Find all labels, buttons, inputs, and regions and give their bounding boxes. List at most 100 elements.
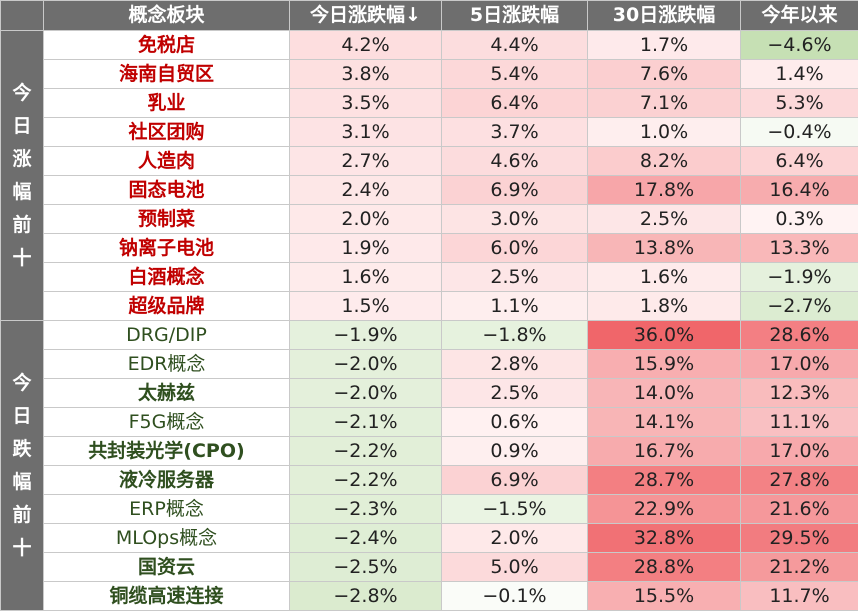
concept-name-cell[interactable]: 乳业 bbox=[44, 89, 290, 118]
concept-name-cell[interactable]: F5G概念 bbox=[44, 408, 290, 437]
ytd-change-cell: 28.6% bbox=[741, 321, 858, 350]
today-change-cell: −2.2% bbox=[290, 466, 442, 495]
30d-change-cell: 1.0% bbox=[588, 118, 741, 147]
concept-name-cell[interactable]: 共封装光学(CPO) bbox=[44, 437, 290, 466]
concept-name-cell[interactable]: 液冷服务器 bbox=[44, 466, 290, 495]
concept-name-cell[interactable]: 预制菜 bbox=[44, 205, 290, 234]
table-row[interactable]: 共封装光学(CPO)−2.2%0.9%16.7%17.0% bbox=[1, 437, 858, 466]
concept-name-cell[interactable]: DRG/DIP bbox=[44, 321, 290, 350]
5d-change-cell: 5.4% bbox=[442, 60, 588, 89]
30d-change-cell: 28.8% bbox=[588, 553, 741, 582]
30d-change-cell: 17.8% bbox=[588, 176, 741, 205]
ytd-change-cell: 6.4% bbox=[741, 147, 858, 176]
30d-change-cell: 28.7% bbox=[588, 466, 741, 495]
30d-change-cell: 16.7% bbox=[588, 437, 741, 466]
table-row[interactable]: ERP概念−2.3%−1.5%22.9%21.6% bbox=[1, 495, 858, 524]
today-change-cell: 1.6% bbox=[290, 263, 442, 292]
concept-name-cell[interactable]: 固态电池 bbox=[44, 176, 290, 205]
today-change-cell: 2.0% bbox=[290, 205, 442, 234]
header-row: 概念板块 今日涨跌幅↓ 5日涨跌幅 30日涨跌幅 今年以来 bbox=[1, 1, 858, 31]
concept-name-cell[interactable]: MLOps概念 bbox=[44, 524, 290, 553]
ytd-change-cell: 5.3% bbox=[741, 89, 858, 118]
5d-change-cell: 1.1% bbox=[442, 292, 588, 321]
concept-name-cell[interactable]: EDR概念 bbox=[44, 350, 290, 379]
today-change-cell: −2.1% bbox=[290, 408, 442, 437]
header-5d-change[interactable]: 5日涨跌幅 bbox=[442, 1, 588, 31]
concept-name-cell[interactable]: ERP概念 bbox=[44, 495, 290, 524]
ytd-change-cell: 27.8% bbox=[741, 466, 858, 495]
concept-name-cell[interactable]: 人造肉 bbox=[44, 147, 290, 176]
table-row[interactable]: 太赫兹−2.0%2.5%14.0%12.3% bbox=[1, 379, 858, 408]
5d-change-cell: −0.1% bbox=[442, 582, 588, 611]
table-row[interactable]: 国资云−2.5%5.0%28.8%21.2% bbox=[1, 553, 858, 582]
ytd-change-cell: 21.2% bbox=[741, 553, 858, 582]
today-change-cell: 1.5% bbox=[290, 292, 442, 321]
header-ytd-change[interactable]: 今年以来 bbox=[741, 1, 858, 31]
5d-change-cell: 6.9% bbox=[442, 466, 588, 495]
group-top-losers-label: 今日跌幅前十 bbox=[10, 367, 34, 565]
ytd-change-cell: 11.1% bbox=[741, 408, 858, 437]
header-concept[interactable]: 概念板块 bbox=[44, 1, 290, 31]
today-change-cell: 2.7% bbox=[290, 147, 442, 176]
5d-change-cell: 4.4% bbox=[442, 31, 588, 60]
today-change-cell: −2.3% bbox=[290, 495, 442, 524]
table-row[interactable]: 液冷服务器−2.2%6.9%28.7%27.8% bbox=[1, 466, 858, 495]
today-change-cell: 1.9% bbox=[290, 234, 442, 263]
ytd-change-cell: 13.3% bbox=[741, 234, 858, 263]
5d-change-cell: 6.4% bbox=[442, 89, 588, 118]
concept-name-cell[interactable]: 铜缆高速连接 bbox=[44, 582, 290, 611]
ytd-change-cell: −2.7% bbox=[741, 292, 858, 321]
today-change-cell: −2.2% bbox=[290, 437, 442, 466]
today-change-cell: 3.5% bbox=[290, 89, 442, 118]
5d-change-cell: 0.9% bbox=[442, 437, 588, 466]
concept-name-cell[interactable]: 白酒概念 bbox=[44, 263, 290, 292]
table-row[interactable]: EDR概念−2.0%2.8%15.9%17.0% bbox=[1, 350, 858, 379]
30d-change-cell: 36.0% bbox=[588, 321, 741, 350]
header-30d-change[interactable]: 30日涨跌幅 bbox=[588, 1, 741, 31]
5d-change-cell: 6.0% bbox=[442, 234, 588, 263]
5d-change-cell: 2.0% bbox=[442, 524, 588, 553]
5d-change-cell: 0.6% bbox=[442, 408, 588, 437]
concept-name-cell[interactable]: 社区团购 bbox=[44, 118, 290, 147]
concept-name-cell[interactable]: 太赫兹 bbox=[44, 379, 290, 408]
30d-change-cell: 13.8% bbox=[588, 234, 741, 263]
ytd-change-cell: 17.0% bbox=[741, 437, 858, 466]
5d-change-cell: −1.5% bbox=[442, 495, 588, 524]
table-row[interactable]: MLOps概念−2.4%2.0%32.8%29.5% bbox=[1, 524, 858, 553]
30d-change-cell: 15.9% bbox=[588, 350, 741, 379]
30d-change-cell: 2.5% bbox=[588, 205, 741, 234]
today-change-cell: −2.0% bbox=[290, 350, 442, 379]
concept-name-cell[interactable]: 超级品牌 bbox=[44, 292, 290, 321]
group-top-gainers: 今日涨幅前十 bbox=[1, 31, 44, 321]
today-change-cell: −2.0% bbox=[290, 379, 442, 408]
30d-change-cell: 1.7% bbox=[588, 31, 741, 60]
header-today-change[interactable]: 今日涨跌幅↓ bbox=[290, 1, 442, 31]
concept-name-cell[interactable]: 免税店 bbox=[44, 31, 290, 60]
5d-change-cell: 2.8% bbox=[442, 350, 588, 379]
5d-change-cell: 4.6% bbox=[442, 147, 588, 176]
concept-name-cell[interactable]: 钠离子电池 bbox=[44, 234, 290, 263]
concept-name-cell[interactable]: 海南自贸区 bbox=[44, 60, 290, 89]
today-change-cell: −2.8% bbox=[290, 582, 442, 611]
table-row[interactable]: 铜缆高速连接−2.8%−0.1%15.5%11.7% bbox=[1, 582, 858, 611]
table-row[interactable]: F5G概念−2.1%0.6%14.1%11.1% bbox=[1, 408, 858, 437]
30d-change-cell: 7.1% bbox=[588, 89, 741, 118]
concept-name-cell[interactable]: 国资云 bbox=[44, 553, 290, 582]
ytd-change-cell: 29.5% bbox=[741, 524, 858, 553]
5d-change-cell: −1.8% bbox=[442, 321, 588, 350]
ytd-change-cell: 17.0% bbox=[741, 350, 858, 379]
5d-change-cell: 3.0% bbox=[442, 205, 588, 234]
